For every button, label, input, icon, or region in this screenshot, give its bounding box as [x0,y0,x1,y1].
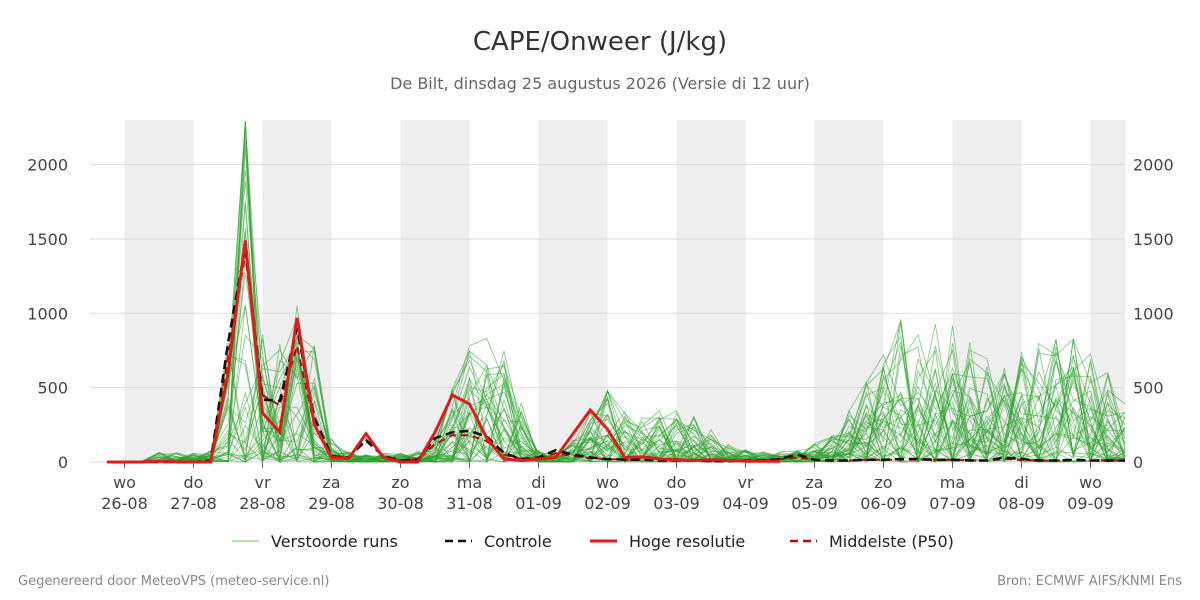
x-tick-day-0: wo [113,473,136,492]
x-tick-day-6: di [531,473,546,492]
chart-title: CAPE/Onweer (J/kg) [473,27,727,57]
ensemble-run-26 [124,259,1126,463]
x-tick-day-7: wo [596,473,619,492]
y-axis-right: 0 500 1000 1500 2000 [1133,156,1174,472]
x-tick-date-0: 26-08 [101,494,148,513]
y-tick-right-1: 500 [1133,379,1164,398]
x-tick-date-6: 01-09 [515,494,562,513]
y-tick-right-2: 1000 [1133,304,1174,323]
x-tick-date-12: 07-09 [929,494,976,513]
weekend-band-2 [400,120,470,462]
y-tick-left-4: 2000 [27,156,68,175]
ensemble-run-13 [124,169,1126,463]
x-tick-date-5: 31-08 [446,494,493,513]
chart-subtitle: De Bilt, dinsdag 25 augustus 2026 (Versi… [390,74,810,93]
legend-label-0: Verstoorde runs [271,532,398,551]
legend: Verstoorde runs Controle Hoge resolutie Mid… [232,532,954,551]
x-tick-date-8: 03-09 [653,494,700,513]
x-tick-day-3: za [322,473,340,492]
x-tick-day-2: vr [254,473,270,492]
series-median-line [107,253,1125,464]
x-tick-date-1: 27-08 [170,494,217,513]
x-tick-day-5: ma [457,473,482,492]
weekend-band-4 [676,120,746,462]
y-tick-right-0: 0 [1133,453,1143,472]
y-tick-left-2: 1000 [27,304,68,323]
x-tick-date-2: 28-08 [239,494,286,513]
x-tick-day-12: ma [940,473,965,492]
ensemble-run-31 [124,348,1126,463]
x-tick-day-4: zo [391,473,409,492]
weekend-band-3 [538,120,608,462]
x-tick-day-11: zo [874,473,892,492]
y-axis-left: 0 500 1000 1500 2000 [27,156,68,472]
x-tick-date-14: 09-09 [1067,494,1114,513]
ensemble-run-39 [124,140,1126,464]
x-axis: wo 26-08 do 27-08 vr 28-08 za 29-08 zo 30-08 ma 31-… [101,462,1114,513]
ensemble-run-25 [124,317,1126,463]
ensemble-run-36 [124,333,1126,463]
main-series [107,240,1125,464]
ensemble-run-35 [124,350,1126,464]
weekend-band-0 [124,120,194,462]
y-tick-left-0: 0 [58,453,68,472]
series-control-line [107,246,1125,464]
series-highres-line [107,240,780,464]
y-tick-right-4: 2000 [1133,156,1174,175]
x-tick-date-13: 08-09 [998,494,1045,513]
weekend-band-6 [952,120,1022,462]
x-tick-day-8: do [667,473,687,492]
x-tick-day-14: wo [1079,473,1102,492]
x-tick-date-11: 06-09 [860,494,907,513]
y-tick-left-3: 1500 [27,230,68,249]
ensemble-run-37 [124,350,1126,463]
x-tick-day-10: za [805,473,823,492]
ensemble-run-16 [124,121,1126,464]
x-tick-day-13: di [1014,473,1029,492]
footer-left: Gegenereerd door MeteoVPS (meteo-service… [18,574,329,589]
ensemble-run-14 [124,272,1126,463]
legend-label-1: Controle [484,532,552,551]
y-tick-left-1: 500 [37,379,68,398]
x-tick-date-3: 29-08 [308,494,355,513]
legend-label-3: Middelste (P50) [829,532,954,551]
x-tick-day-9: vr [737,473,753,492]
x-tick-day-1: do [184,473,204,492]
x-tick-date-10: 05-09 [791,494,838,513]
x-tick-date-7: 02-09 [584,494,631,513]
footer-right: Bron: ECMWF AIFS/KNMI Ens [997,574,1182,589]
weekend-bands [124,120,1125,462]
y-tick-right-3: 1500 [1133,230,1174,249]
ensemble-run-19 [124,349,1126,463]
ensemble-run-33 [124,321,1126,463]
x-tick-date-4: 30-08 [377,494,424,513]
legend-label-2: Hoge resolutie [629,532,745,551]
x-tick-date-9: 04-09 [722,494,769,513]
